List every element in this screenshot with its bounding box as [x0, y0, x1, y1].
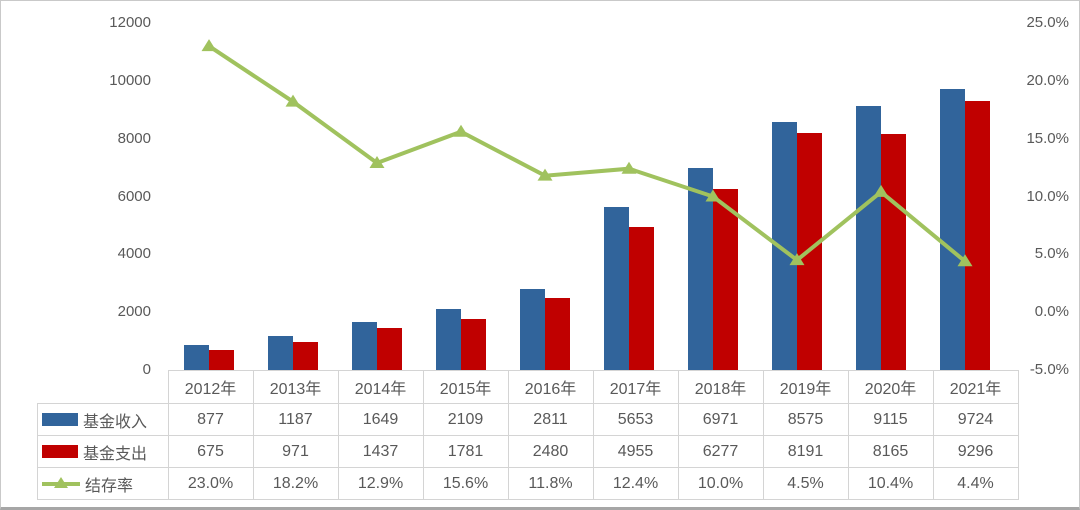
table-cell: 675: [167, 435, 254, 468]
data-table: 2012年 2013年 2014年 2015年 2016年 2017年 2018年 2019年…: [37, 370, 1019, 500]
rate-marker: [453, 124, 469, 137]
income-bar: [184, 344, 209, 370]
table-cell: 9724: [932, 403, 1019, 436]
expense-bar: [881, 133, 906, 370]
rate-marker: [201, 39, 217, 52]
left-axis-tick: 0: [142, 361, 151, 378]
rate-marker: [789, 253, 805, 266]
legend-label: 基金支出: [83, 445, 148, 463]
table-cell: 2811: [507, 403, 594, 436]
table-cell: 1649: [337, 403, 424, 436]
table-cell: 8191: [762, 435, 849, 468]
rate-marker: [369, 155, 385, 168]
income-bar: [688, 168, 713, 370]
legend-expense: 基金支出: [37, 435, 169, 468]
income-bar: [604, 206, 629, 370]
right-axis-tick: 25.0%: [1026, 14, 1069, 31]
left-axis-tick: 10000: [109, 71, 151, 89]
table-cell: 6971: [677, 403, 764, 436]
rate-marker: [957, 254, 973, 267]
rate-line-swatch-icon: [42, 476, 80, 491]
expense-bar: [377, 328, 402, 370]
income-bar: [940, 88, 965, 370]
table-cell: 8575: [762, 403, 849, 436]
rate-marker: [873, 184, 889, 197]
table-cell: 9296: [932, 435, 1019, 468]
legend-label: 基金收入: [83, 413, 148, 431]
table-cell: 6277: [677, 435, 764, 468]
table-cell: 2109: [422, 403, 509, 436]
income-bar: [268, 335, 293, 370]
table-cell: 2480: [507, 435, 594, 468]
left-axis-tick: 6000: [117, 187, 151, 205]
table-cell: 18.2%: [252, 467, 339, 500]
rate-marker: [537, 168, 553, 181]
rate-marker: [705, 189, 721, 202]
year-header-cell: 2014年: [337, 370, 424, 404]
expense-bar: [545, 298, 570, 370]
right-axis-tick: 15.0%: [1026, 129, 1069, 147]
table-cell: 1187: [252, 403, 339, 436]
table-cell: 877: [167, 403, 254, 436]
rate-line: [207, 44, 967, 263]
income-bar: [352, 322, 377, 370]
left-axis-tick: 8000: [117, 129, 151, 147]
table-cell: 5653: [592, 403, 679, 436]
right-axis: 25.0% 20.0% 15.0% 10.0% 5.0% 0.0% -5.0%: [1019, 14, 1069, 378]
right-axis-tick: 0.0%: [1034, 303, 1069, 321]
right-axis-tick: 10.0%: [1026, 187, 1069, 205]
table-cell: 4.5%: [762, 467, 849, 500]
table-cell: 12.9%: [337, 467, 424, 500]
year-header-cell: 2019年: [762, 370, 849, 404]
rate-marker: [285, 94, 301, 107]
legend-income: 基金收入: [37, 403, 169, 436]
legend-label: 结存率: [85, 477, 134, 495]
right-axis-tick: -5.0%: [1029, 361, 1069, 378]
left-axis-tick: 2000: [117, 303, 151, 321]
year-header-cell: 2017年: [592, 370, 679, 404]
income-bar: [520, 288, 545, 370]
table-cell: 10.0%: [677, 467, 764, 500]
table-corner-cell: [38, 371, 169, 404]
table-cell: 4.4%: [932, 467, 1019, 500]
year-header-cell: 2013年: [252, 370, 339, 404]
right-axis-tick: 5.0%: [1034, 245, 1069, 263]
expense-bar: [293, 341, 318, 370]
left-axis-tick: 12000: [109, 14, 151, 31]
income-swatch-icon: [42, 413, 78, 426]
left-axis-tick: 4000: [117, 245, 151, 263]
table-cell: 10.4%: [847, 467, 934, 500]
plot-area: [167, 23, 1007, 370]
expense-bar: [629, 226, 654, 370]
table-cell: 971: [252, 435, 339, 468]
expense-bar: [461, 318, 486, 370]
year-header-cell: 2021年: [932, 370, 1019, 404]
legend-rate: 结存率: [37, 467, 169, 500]
table-cell: 12.4%: [592, 467, 679, 500]
year-header-cell: 2012年: [167, 370, 254, 404]
rate-line-layer: [201, 39, 973, 267]
table-cell: 15.6%: [422, 467, 509, 500]
year-header-cell: 2020年: [847, 370, 934, 404]
expense-bar: [209, 350, 234, 370]
table-cell: 1437: [337, 435, 424, 468]
year-header-cell: 2015年: [422, 370, 509, 404]
table-cell: 4955: [592, 435, 679, 468]
expense-bar: [965, 101, 990, 370]
year-header-cell: 2016年: [507, 370, 594, 404]
expense-swatch-icon: [42, 445, 78, 458]
table-cell: 9115: [847, 403, 934, 436]
income-bar: [436, 309, 461, 370]
right-axis-tick: 20.0%: [1026, 71, 1069, 89]
rate-marker: [621, 161, 637, 174]
table-cell: 11.8%: [507, 467, 594, 500]
left-axis: 12000 10000 8000 6000 4000 2000 0: [1, 14, 151, 378]
table-cell: 23.0%: [167, 467, 254, 500]
table-cell: 8165: [847, 435, 934, 468]
year-header-cell: 2018年: [677, 370, 764, 404]
table-cell: 1781: [422, 435, 509, 468]
income-bar: [856, 106, 881, 370]
expense-bar: [713, 188, 738, 370]
